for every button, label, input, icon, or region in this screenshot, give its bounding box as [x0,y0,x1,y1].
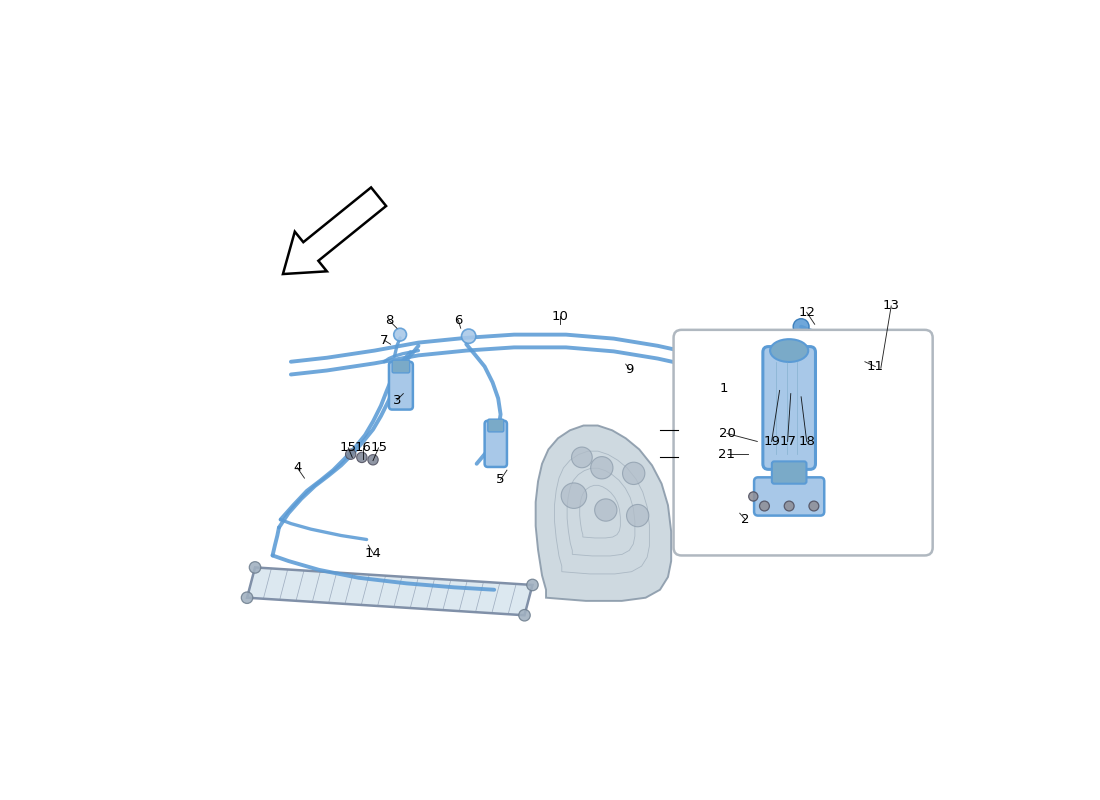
Text: 7: 7 [379,334,388,346]
Circle shape [623,462,645,485]
Circle shape [356,452,367,462]
Text: 16: 16 [354,442,371,454]
FancyBboxPatch shape [673,330,933,555]
Circle shape [394,328,407,341]
Circle shape [784,386,793,395]
Text: 13: 13 [882,299,900,313]
Circle shape [627,505,649,526]
Circle shape [595,499,617,521]
Text: 12: 12 [799,306,815,319]
Text: 1: 1 [719,382,728,394]
Text: 5: 5 [496,474,505,486]
Circle shape [462,329,476,343]
Circle shape [345,449,356,459]
Polygon shape [248,567,532,615]
Circle shape [784,501,794,511]
FancyBboxPatch shape [487,419,504,432]
Circle shape [250,562,261,573]
Circle shape [561,483,586,509]
Text: 9: 9 [626,363,634,376]
Circle shape [241,592,253,603]
Text: 6: 6 [454,314,462,326]
Circle shape [591,457,613,479]
Circle shape [879,372,894,388]
Circle shape [827,369,850,391]
FancyBboxPatch shape [755,478,824,515]
Text: 15: 15 [340,442,356,454]
Circle shape [795,390,804,398]
Ellipse shape [770,339,808,362]
Circle shape [749,492,758,501]
Circle shape [367,454,378,465]
Circle shape [527,579,538,590]
Text: 2: 2 [741,513,749,526]
Text: 19: 19 [763,435,780,448]
Circle shape [759,501,769,511]
FancyBboxPatch shape [389,362,412,410]
Text: 18: 18 [799,435,815,448]
FancyBboxPatch shape [392,360,409,373]
Circle shape [789,330,888,430]
Text: 3: 3 [393,394,402,406]
Text: 15: 15 [370,442,387,454]
FancyBboxPatch shape [485,421,507,467]
Circle shape [793,318,810,334]
Circle shape [572,447,592,468]
Text: 10: 10 [551,310,568,322]
Text: 4: 4 [293,462,301,474]
Text: 17: 17 [779,435,796,448]
FancyBboxPatch shape [763,346,815,470]
Circle shape [805,346,872,414]
Polygon shape [283,187,386,274]
Text: 11: 11 [867,360,883,373]
Text: 14: 14 [364,546,382,559]
Text: 8: 8 [385,314,393,326]
Circle shape [774,383,783,392]
Circle shape [519,610,530,621]
FancyBboxPatch shape [772,462,806,484]
Polygon shape [536,426,671,601]
Circle shape [808,501,818,511]
Text: 20: 20 [718,427,736,440]
Text: 21: 21 [718,448,736,461]
